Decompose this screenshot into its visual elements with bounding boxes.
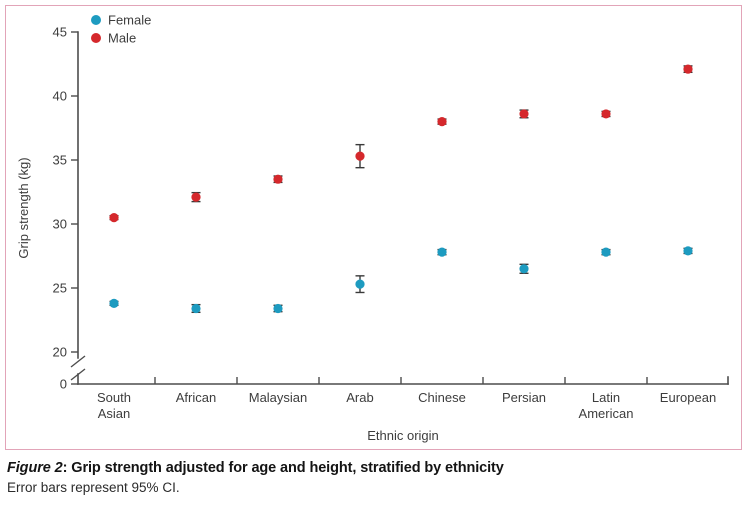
x-category-label: Asian: [98, 406, 131, 421]
y-axis-title: Grip strength (kg): [16, 157, 31, 258]
x-category-label: Arab: [346, 390, 373, 405]
x-category-label: Latin: [592, 390, 620, 405]
y-tick-label: 45: [53, 25, 67, 40]
legend-label-female: Female: [108, 13, 151, 28]
axis-break-slash: [70, 368, 86, 381]
x-category-label: Chinese: [418, 390, 466, 405]
data-point-male-arab: [355, 151, 365, 161]
figure-frame: 0 20 25 30 35 40 45 South Asian African Malaysian A…: [5, 5, 742, 450]
figure-caption-label: Figure 2: [7, 460, 63, 476]
x-category-label: South: [97, 390, 131, 405]
figure-caption-text: : Grip strength adjusted for age and hei…: [62, 460, 504, 476]
data-point-female-african: [191, 303, 201, 314]
data-point-male-european: [683, 64, 693, 74]
data-point-female-south-asian: [109, 298, 119, 308]
data-point-male-persian: [519, 109, 529, 119]
x-category-label: American: [579, 406, 634, 421]
data-point-female-persian: [519, 264, 529, 274]
y-tick-label: 35: [53, 153, 67, 168]
data-point-female-latin-american: [601, 247, 611, 257]
figure-caption: Figure 2: Grip strength adjusted for age…: [7, 459, 743, 497]
x-category-label: Malaysian: [249, 390, 308, 405]
figure-caption-note: Error bars represent 95% CI.: [7, 479, 180, 495]
data-point-male-african: [191, 192, 201, 202]
data-point-male-latin-american: [601, 109, 611, 119]
figure-caption-title: Figure 2: Grip strength adjusted for age…: [7, 459, 743, 479]
data-point-male-chinese: [437, 117, 447, 127]
data-point-male-south-asian: [109, 213, 119, 223]
series-male: [109, 64, 693, 223]
data-point-male-malaysian: [273, 174, 283, 184]
y-tick-label: 0: [60, 377, 67, 392]
y-tick-label: 40: [53, 89, 67, 104]
series-female: [109, 246, 693, 314]
legend-marker-male: [91, 33, 101, 43]
axis-break-slash: [70, 355, 86, 368]
data-point-female-european: [683, 246, 693, 256]
x-category-label: European: [660, 390, 716, 405]
data-point-female-malaysian: [273, 303, 283, 314]
x-category-label: African: [176, 390, 216, 405]
data-point-female-chinese: [437, 247, 447, 257]
x-axis-title: Ethnic origin: [367, 428, 439, 443]
legend-label-male: Male: [108, 31, 136, 46]
y-tick-label: 20: [53, 345, 67, 360]
data-point-female-arab: [355, 279, 365, 289]
x-category-label: Persian: [502, 390, 546, 405]
legend-marker-female: [91, 15, 101, 25]
y-tick-label: 25: [53, 281, 67, 296]
y-tick-label: 30: [53, 217, 67, 232]
legend: Female Male: [91, 13, 151, 46]
